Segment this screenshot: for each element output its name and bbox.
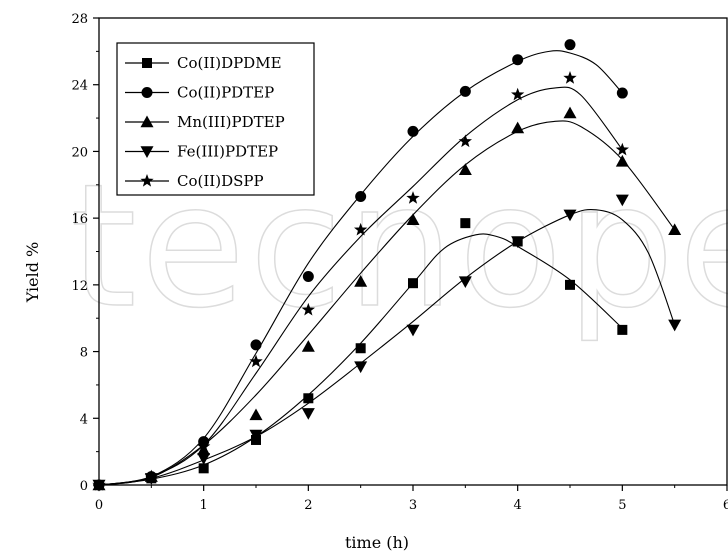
x-tick-label: 3 [409, 498, 417, 513]
data-point [563, 209, 577, 222]
data-point [198, 463, 209, 474]
x-tick-label: 2 [304, 498, 312, 513]
data-point [668, 223, 682, 236]
data-point [511, 87, 525, 101]
data-point [354, 222, 368, 236]
x-tick-label: 6 [723, 498, 728, 513]
data-point [92, 478, 106, 491]
legend-label: Co(II)PDTEP [177, 84, 274, 102]
data-point [249, 429, 263, 442]
legend-marker [140, 146, 154, 158]
data-point [511, 236, 525, 248]
legend-marker [140, 115, 154, 128]
data-point [250, 339, 262, 351]
x-tick-label: 4 [514, 498, 522, 513]
data-point [616, 87, 628, 99]
y-tick-label: 4 [80, 412, 88, 427]
y-tick-label: 16 [71, 212, 88, 227]
data-point [511, 121, 525, 134]
legend-item: Mn(III)PDTEP [125, 113, 285, 131]
data-point [565, 279, 575, 290]
data-point [615, 142, 629, 156]
data-point [563, 106, 577, 119]
data-point [355, 190, 367, 202]
legend-label: Mn(III)PDTEP [177, 113, 285, 131]
data-point [459, 85, 471, 97]
legend-marker [142, 58, 152, 68]
y-axis: 0 4 8 12 16 20 24 28 [71, 12, 99, 494]
legend-box [116, 42, 315, 196]
data-point [617, 324, 628, 335]
data-point [406, 191, 420, 204]
y-tick-label: 20 [71, 145, 88, 160]
series-5 [92, 71, 629, 491]
data-point [406, 213, 420, 226]
data-point [301, 340, 315, 352]
data-point [408, 278, 418, 289]
y-axis-title: Yield % [23, 242, 42, 304]
y-tick-label: 0 [80, 479, 88, 494]
legend-item: Co(II)PDTEP [125, 84, 274, 102]
series-4 [92, 194, 682, 492]
data-point [302, 271, 314, 283]
data-point [458, 276, 472, 289]
x-axis: 0 1 2 3 4 5 6 [95, 485, 728, 513]
series-layer [92, 39, 682, 492]
data-point [249, 408, 263, 421]
legend-marker [141, 87, 153, 98]
data-point [355, 343, 366, 354]
data-point [301, 408, 315, 420]
data-point [668, 319, 682, 332]
data-point [615, 194, 629, 207]
data-point [407, 125, 419, 137]
legend-item: Fe(III)PDTEP [125, 143, 278, 161]
y-tick-label: 28 [71, 12, 88, 27]
x-tick-label: 5 [618, 498, 626, 513]
data-point [458, 163, 472, 175]
data-point [406, 324, 420, 337]
data-point [564, 39, 576, 51]
data-point [615, 154, 629, 167]
data-point [354, 275, 368, 287]
data-point [460, 218, 471, 229]
data-point [303, 393, 314, 404]
data-point [197, 439, 211, 453]
data-point [249, 354, 263, 368]
legend-label: Fe(III)PDTEP [177, 143, 278, 161]
x-tick-label: 1 [200, 498, 208, 513]
data-point [458, 134, 472, 148]
data-point [354, 361, 368, 374]
x-axis-title: time (h) [345, 533, 409, 552]
data-point [301, 302, 315, 316]
legend-label: Co(II)DSPP [177, 172, 264, 190]
legend-label: Co(II)DPDME [177, 54, 282, 72]
y-tick-label: 12 [71, 279, 88, 294]
data-point [563, 71, 577, 84]
data-point [144, 469, 158, 483]
y-tick-label: 24 [71, 79, 88, 94]
series-line [98, 208, 676, 486]
y-tick-label: 8 [80, 346, 88, 361]
legend-marker [140, 174, 154, 187]
data-point [197, 453, 211, 465]
legend-item: Co(II)DPDME [125, 54, 282, 72]
legend: Co(II)DPDME Co(II)PDTEP Mn(III)PDTEP Fe(III… [116, 42, 315, 196]
legend-item: Co(II)DSPP [125, 172, 264, 190]
data-point [512, 54, 524, 66]
x-tick-label: 0 [95, 498, 103, 513]
